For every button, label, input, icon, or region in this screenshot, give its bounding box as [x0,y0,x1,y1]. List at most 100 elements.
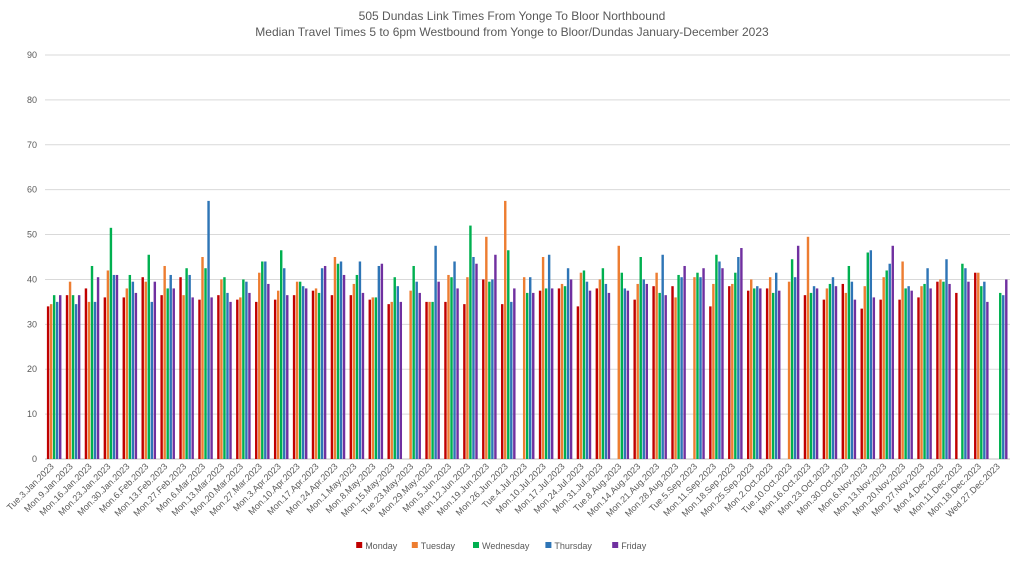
bar [910,290,913,459]
bar [106,270,110,459]
legend-label: Tuesday [421,541,456,551]
bar [712,283,715,459]
bar [983,281,986,459]
bar [453,261,456,459]
bar [485,236,488,459]
bar [544,288,548,459]
bar [358,261,362,459]
bar [538,290,542,459]
bar [122,297,126,459]
bar [557,288,561,459]
bar [336,263,340,459]
bar [532,292,535,459]
bar [466,277,469,459]
bar [693,277,696,459]
bar [664,295,667,459]
bar [601,268,605,459]
bar [841,283,845,459]
bar [696,272,699,459]
bar [314,288,318,459]
bar [907,286,910,459]
bar [434,245,437,459]
bar [550,288,554,459]
bar [863,286,866,459]
bar [147,254,150,459]
bar [191,297,194,459]
bar [576,306,580,459]
bar [267,283,270,459]
bar [49,304,53,459]
bar [796,245,800,459]
bar [292,295,296,459]
legend-label: Monday [365,541,398,551]
bar [793,277,797,459]
bar [131,281,135,459]
bar [926,268,929,459]
bar [948,283,951,459]
bar [412,265,415,459]
bar [418,292,421,459]
bar [891,245,894,459]
bar [236,299,239,459]
bar [475,263,478,459]
bar [93,301,97,459]
bar [276,290,280,459]
bar [90,265,94,459]
bar [463,304,466,459]
bar [87,301,91,459]
bar [217,295,220,459]
bar [683,265,686,459]
bar [301,286,305,459]
bar [642,279,645,459]
bar [55,301,59,459]
bar [172,288,175,459]
bar [188,274,191,459]
bar [898,299,901,459]
bar [655,272,658,459]
bar [806,236,810,459]
bar [822,299,826,459]
y-tick-label: 0 [32,454,37,464]
bar [860,308,863,459]
bar [639,257,642,459]
bar [320,268,324,459]
legend-label: Thursday [554,541,592,551]
bar [245,281,248,459]
bar [879,299,882,459]
bar [999,292,1002,459]
bar [352,283,356,459]
bar [790,259,794,459]
bar [598,279,602,459]
bar [134,292,138,459]
bar [809,292,813,459]
bar [955,292,958,459]
bar [68,281,72,459]
bar [617,245,620,459]
bar [491,279,494,459]
bar [425,301,428,459]
bar [945,259,948,459]
bar [569,279,573,459]
bar [961,263,964,459]
bar [248,292,251,459]
bar [888,263,891,459]
bar [939,279,942,459]
bar [125,288,129,459]
bar [52,295,56,459]
bar [604,283,608,459]
bar [207,200,210,459]
bar [361,292,365,459]
bar [1002,295,1005,459]
bar [904,288,907,459]
bar [255,301,258,459]
bar [311,290,315,459]
bar [115,274,119,459]
bar [765,288,769,459]
bar [677,274,680,459]
bar [721,268,724,459]
bar [853,299,857,459]
bar [273,299,277,459]
bar [368,299,371,459]
bar [929,288,932,459]
bar [977,272,980,459]
